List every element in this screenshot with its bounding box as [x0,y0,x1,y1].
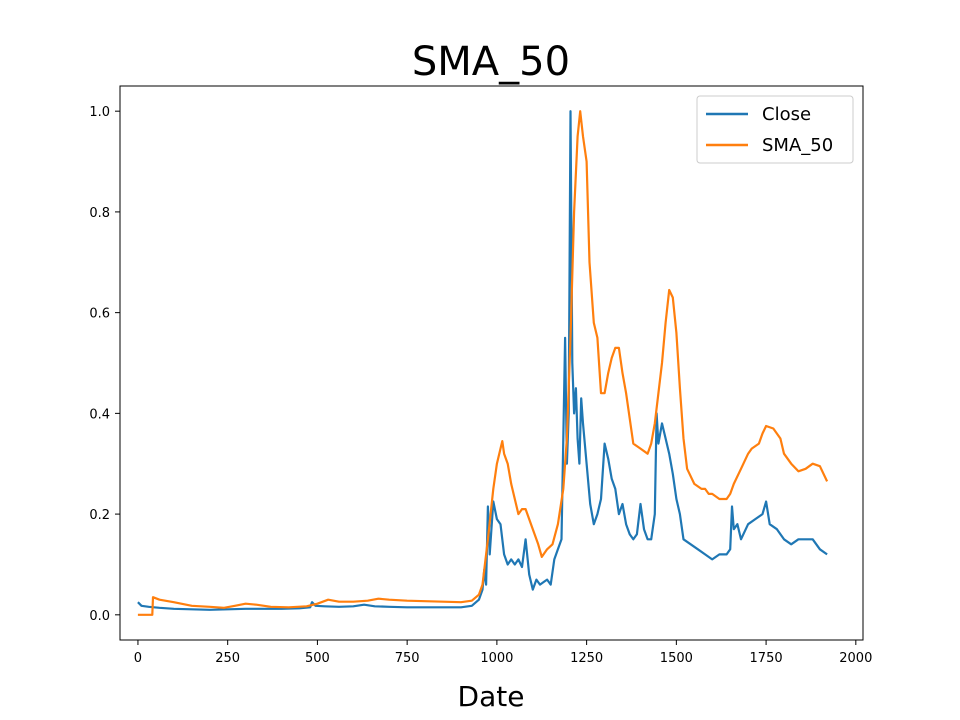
x-tick-label: 1000 [480,651,513,666]
x-tick-label: 2000 [839,651,872,666]
x-tick-label: 250 [215,651,240,666]
series-layer [137,110,829,616]
plot-area [119,85,864,641]
y-tick-label: 0.4 [89,407,110,422]
y-tick-label: 1.0 [89,105,110,120]
y-axis-ticks: 0.0 0.2 0.4 0.6 0.8 1.0 [89,105,120,624]
y-tick-label: 0.0 [89,609,110,624]
chart-title: SMA_50 [412,39,570,85]
y-tick-label: 0.8 [89,206,110,221]
x-tick-label: 500 [305,651,330,666]
x-tick-label: 0 [134,651,142,666]
x-tick-label: 1250 [570,651,603,666]
series-line-close [137,110,828,611]
x-tick-label: 1750 [750,651,783,666]
legend: Close SMA_50 [696,95,854,164]
x-axis-ticks: 0 250 500 750 1000 1250 1500 1750 2000 [134,640,872,666]
y-tick-label: 0.6 [89,307,110,322]
x-tick-label: 750 [395,651,420,666]
axes-frame [119,85,864,641]
legend-label-close: Close [762,104,811,125]
legend-label-sma-50: SMA_50 [762,135,833,156]
x-axis-label: Date [458,680,525,713]
y-tick-label: 0.2 [89,508,110,523]
series-line-sma-50 [137,110,829,616]
x-tick-label: 1500 [660,651,693,666]
